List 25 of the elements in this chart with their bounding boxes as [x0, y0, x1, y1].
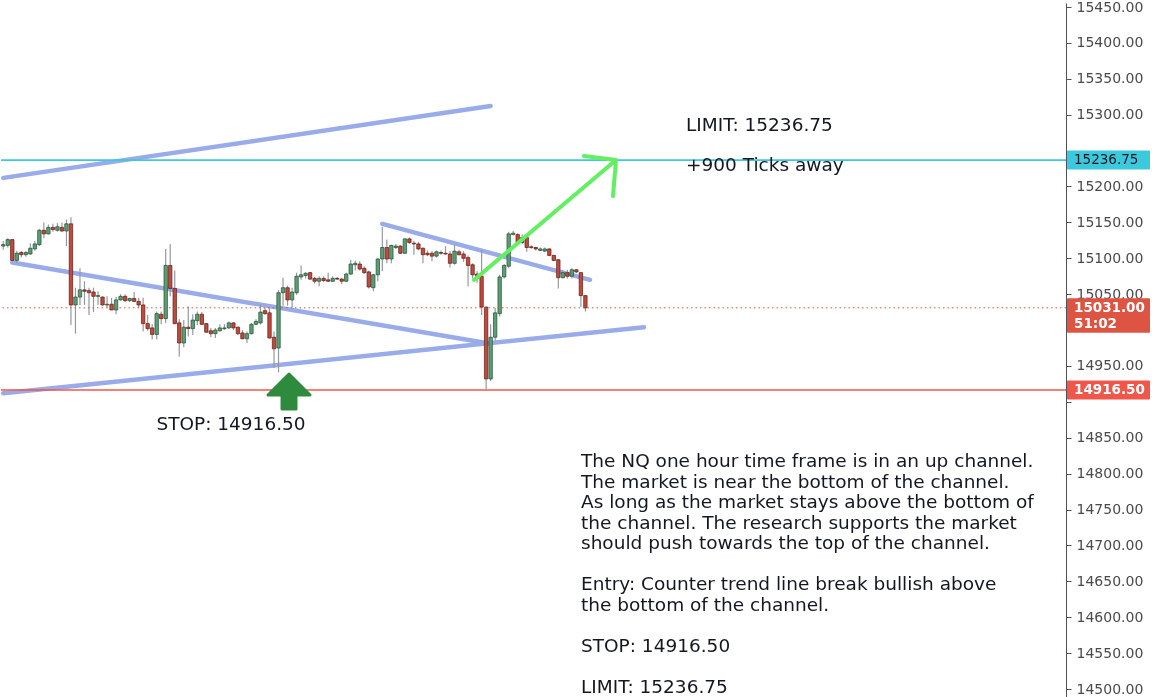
- y-tick-label: 15100.00: [1076, 249, 1144, 266]
- y-tick-label: 15350.00: [1076, 70, 1144, 87]
- y-tick-label: 14950.00: [1076, 357, 1144, 374]
- y-tick-label: 15450.00: [1076, 0, 1144, 15]
- annotation: STOP: 14916.50: [156, 413, 306, 434]
- annotation: STOP: 14916.50: [581, 634, 731, 656]
- y-tick-label: 14600.00: [1076, 608, 1144, 625]
- y-tick-label: 14500.00: [1076, 680, 1144, 697]
- annotation: LIMIT: 15236.75: [686, 114, 833, 135]
- y-tick-label: 14700.00: [1076, 536, 1144, 553]
- y-tick-label: 15300.00: [1076, 106, 1144, 123]
- annotation: The NQ one hour time frame is in an up channel. The market is near the bottom of the channel. As long as the market stays above the bottom of the channel. The research supports the market should push towards the top of the channel.: [580, 450, 1035, 553]
- ref-line-label: 14916.50: [1074, 381, 1145, 398]
- y-tick-label: 15150.00: [1076, 213, 1144, 230]
- y-tick-label: 14650.00: [1076, 572, 1144, 589]
- y-tick-label: 14550.00: [1076, 644, 1144, 661]
- annotation: LIMIT: 15236.75: [581, 675, 728, 697]
- y-tick-label: 15200.00: [1076, 177, 1144, 194]
- text: 51:02: [1074, 314, 1117, 331]
- y-tick-label: 14800.00: [1076, 465, 1144, 482]
- y-tick-label: 14850.00: [1076, 429, 1144, 446]
- y-tick-label: 14750.00: [1076, 501, 1144, 518]
- annotation: Entry: Counter trend line break bullish above the bottom of the channel.: [581, 573, 997, 615]
- ref-line-label: 15236.75: [1074, 151, 1139, 168]
- y-tick-label: 15400.00: [1076, 34, 1144, 51]
